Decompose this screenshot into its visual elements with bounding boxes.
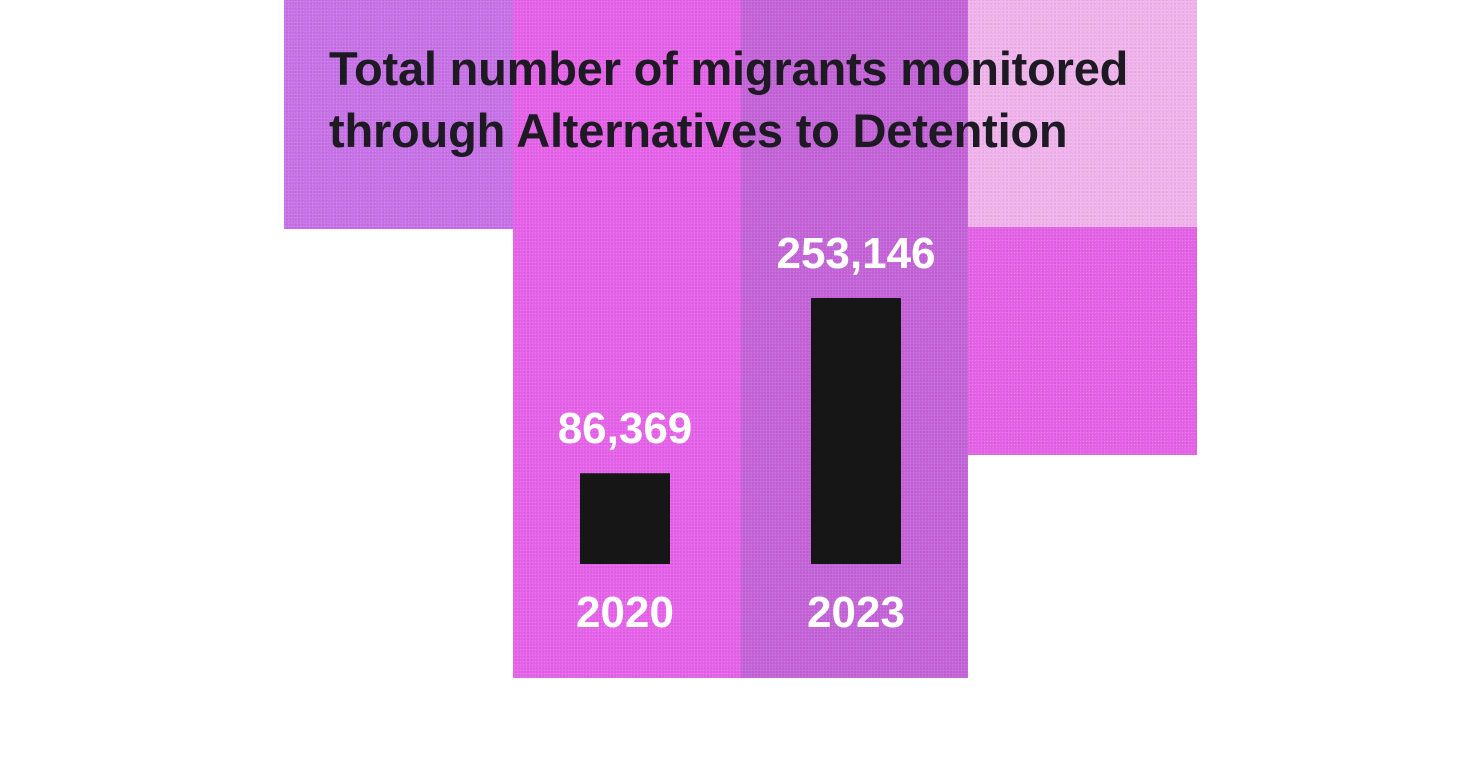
background-panel-5 xyxy=(968,227,1197,455)
background-panel-4 xyxy=(968,0,1197,227)
value-label-2023: 253,146 xyxy=(776,229,935,278)
bar-2020 xyxy=(580,473,670,564)
category-label-2023: 2023 xyxy=(807,588,905,637)
background-panel-1 xyxy=(284,0,513,229)
category-label-2020: 2020 xyxy=(576,588,674,637)
value-label-2020: 86,369 xyxy=(558,404,693,453)
bar-2023 xyxy=(811,298,901,564)
chart-title: Total number of migrants monitored throu… xyxy=(329,42,1129,157)
background-panel-2 xyxy=(513,0,741,678)
